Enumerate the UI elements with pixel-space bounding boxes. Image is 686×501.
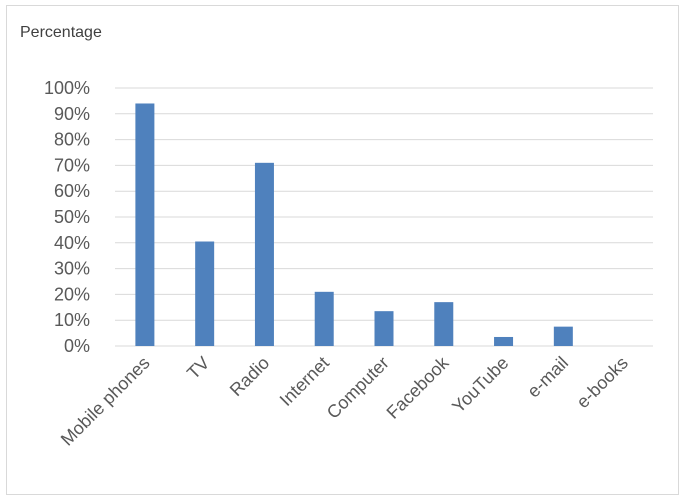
y-tick-label: 30% bbox=[54, 259, 90, 279]
y-tick-label: 60% bbox=[54, 181, 90, 201]
y-tick-label: 20% bbox=[54, 284, 90, 304]
y-tick-label: 70% bbox=[54, 155, 90, 175]
bar-mobile-phones bbox=[135, 103, 155, 346]
chart-frame bbox=[6, 5, 679, 495]
bar-radio bbox=[254, 162, 274, 346]
y-tick-label: 80% bbox=[54, 130, 90, 150]
x-tick-label: YouTube bbox=[448, 353, 512, 417]
y-tick-label: 50% bbox=[54, 207, 90, 227]
y-axis-title: Percentage bbox=[20, 24, 102, 41]
y-tick-label: 100% bbox=[44, 78, 90, 98]
bar-youtube bbox=[494, 336, 514, 346]
x-tick-label: Radio bbox=[226, 353, 273, 400]
bar-computer bbox=[374, 311, 394, 346]
y-tick-label: 90% bbox=[54, 104, 90, 124]
bars bbox=[135, 103, 573, 346]
bar-facebook bbox=[434, 302, 454, 346]
bar-tv bbox=[195, 241, 215, 346]
x-tick-label: Internet bbox=[276, 353, 333, 410]
y-tick-label: 40% bbox=[54, 233, 90, 253]
y-tick-label: 10% bbox=[54, 310, 90, 330]
x-tick-label: e-books bbox=[573, 353, 632, 412]
y-tick-label: 0% bbox=[64, 336, 90, 356]
x-tick-label: e-mail bbox=[523, 353, 572, 402]
y-tick-labels: 0% 10% 20% 30% 40% 50% 60% 70% 80% 90% 100% bbox=[44, 78, 90, 356]
x-tick-label: Mobile phones bbox=[57, 353, 154, 450]
x-tick-label: Computer bbox=[323, 353, 393, 423]
x-tick-label: TV bbox=[183, 353, 213, 383]
bar-internet bbox=[314, 291, 334, 346]
bar-e-mail bbox=[553, 326, 573, 346]
x-tick-label: Facebook bbox=[383, 352, 454, 423]
x-tick-labels: Mobile phones TV Radio InternetComputerFace… bbox=[57, 352, 632, 450]
